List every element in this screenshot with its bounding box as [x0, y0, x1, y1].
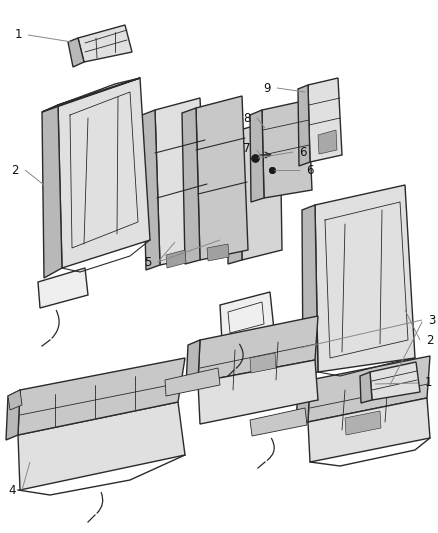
Polygon shape — [345, 411, 381, 435]
Polygon shape — [240, 118, 282, 260]
Polygon shape — [78, 25, 132, 62]
Text: 6: 6 — [299, 146, 307, 158]
Text: 5: 5 — [144, 255, 152, 269]
Polygon shape — [220, 292, 274, 342]
Text: 3: 3 — [428, 313, 436, 327]
Polygon shape — [302, 205, 318, 376]
Polygon shape — [18, 402, 185, 490]
Polygon shape — [42, 78, 140, 112]
Polygon shape — [196, 96, 248, 260]
Polygon shape — [250, 353, 276, 373]
Polygon shape — [166, 250, 186, 268]
Polygon shape — [207, 244, 229, 261]
Polygon shape — [8, 390, 22, 410]
Polygon shape — [38, 268, 88, 308]
Polygon shape — [360, 372, 372, 403]
Polygon shape — [250, 110, 264, 202]
Polygon shape — [250, 408, 307, 436]
Polygon shape — [315, 185, 415, 372]
Polygon shape — [186, 340, 200, 386]
Text: 4: 4 — [8, 483, 16, 497]
Polygon shape — [182, 108, 200, 264]
Polygon shape — [165, 368, 220, 396]
Text: 2: 2 — [426, 334, 434, 346]
Polygon shape — [58, 78, 150, 268]
Polygon shape — [198, 316, 318, 382]
Polygon shape — [155, 98, 208, 265]
Polygon shape — [308, 398, 430, 462]
Text: 7: 7 — [243, 141, 251, 155]
Polygon shape — [18, 358, 185, 435]
Polygon shape — [262, 100, 312, 198]
Text: 6: 6 — [306, 164, 314, 176]
Polygon shape — [308, 356, 430, 422]
Polygon shape — [6, 390, 20, 440]
Polygon shape — [68, 38, 84, 67]
Polygon shape — [298, 85, 310, 166]
Text: 1: 1 — [14, 28, 22, 42]
Text: 2: 2 — [11, 164, 19, 176]
Polygon shape — [228, 130, 242, 264]
Polygon shape — [370, 362, 420, 400]
Text: 8: 8 — [244, 111, 251, 125]
Polygon shape — [308, 78, 342, 162]
Polygon shape — [318, 130, 337, 154]
Polygon shape — [198, 360, 318, 424]
Polygon shape — [296, 380, 310, 426]
Text: 1: 1 — [424, 376, 432, 390]
Polygon shape — [142, 110, 160, 270]
Polygon shape — [42, 105, 62, 278]
Text: 9: 9 — [263, 82, 271, 94]
